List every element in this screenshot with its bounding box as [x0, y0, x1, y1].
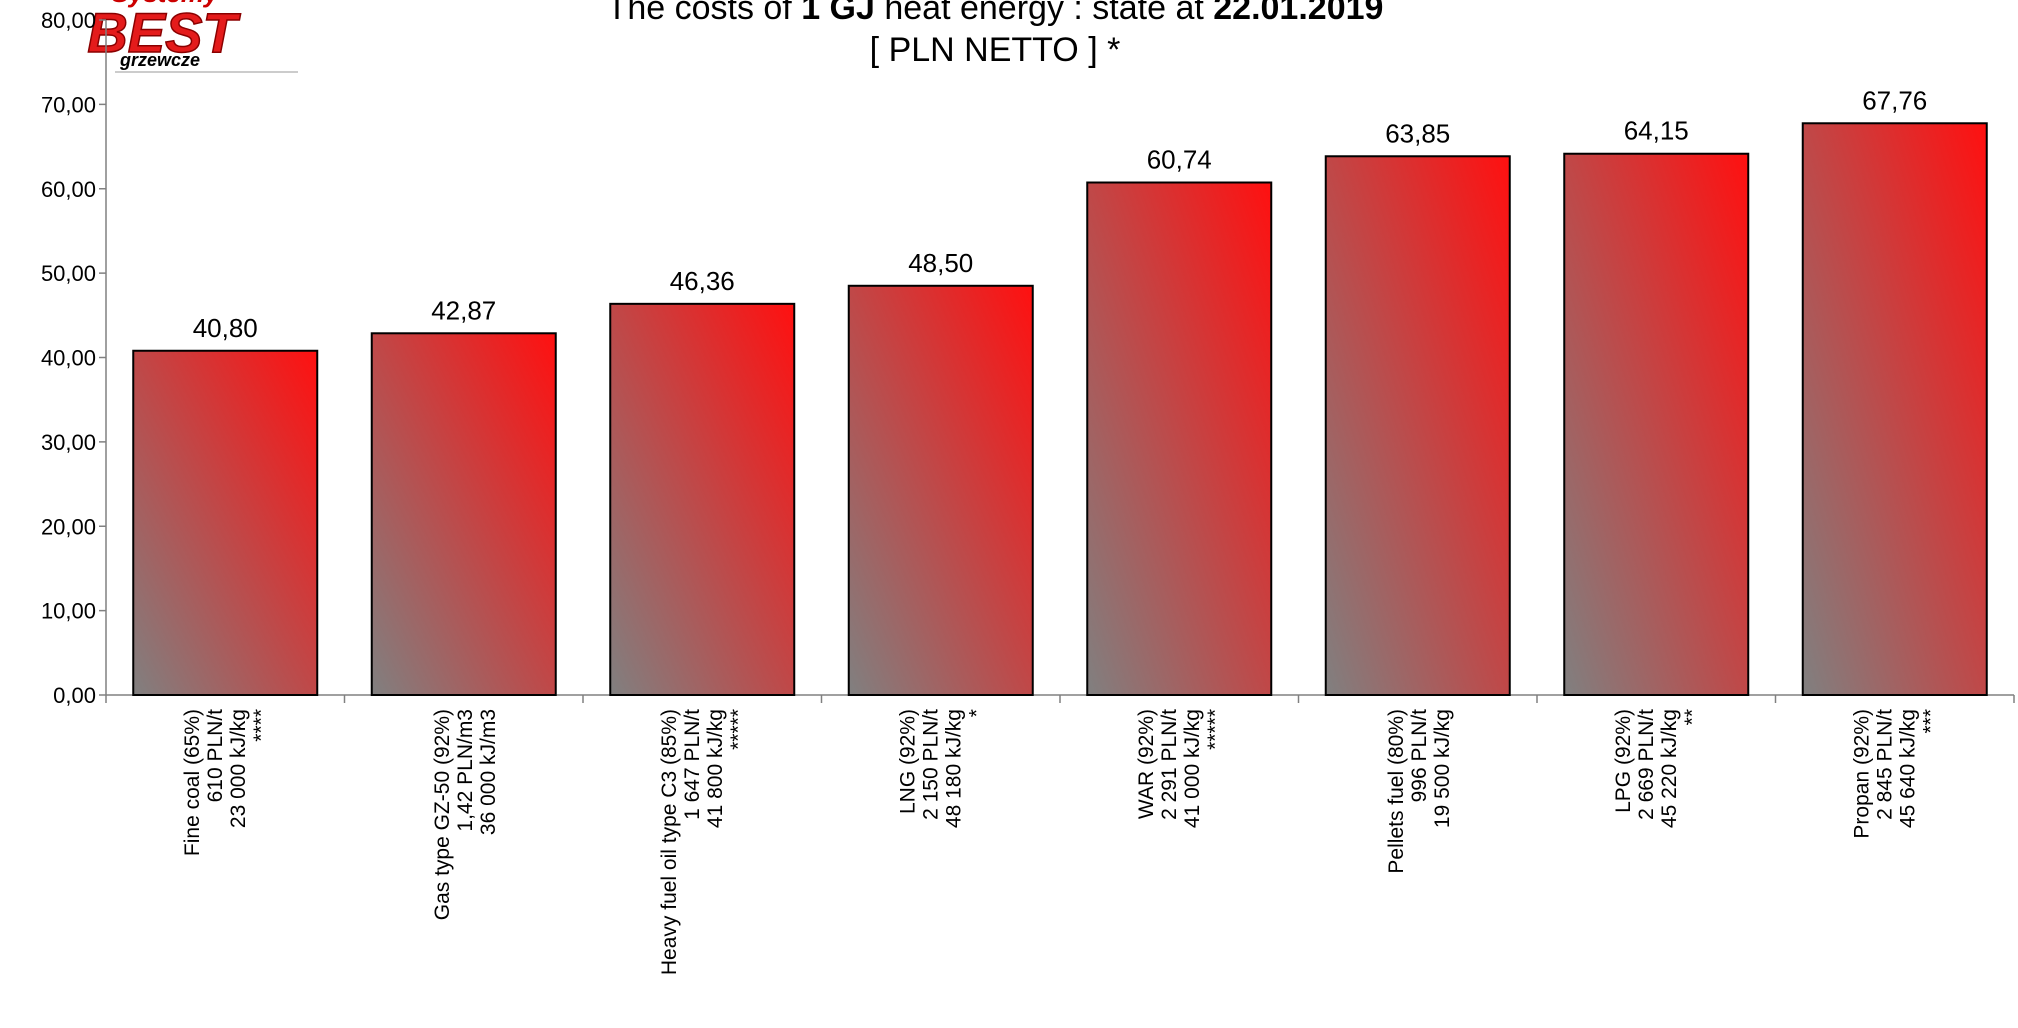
value-label: 46,36	[670, 266, 735, 296]
category-label-line: 996 PLN/t	[1408, 709, 1431, 803]
category-label-line: 36 000 kJ/m3	[477, 709, 500, 835]
category-label-line: ***	[1919, 709, 1942, 734]
bar	[1086, 181, 1273, 697]
value-label: 40,80	[193, 313, 258, 343]
y-tick-label: 10,00	[41, 599, 96, 624]
y-tick-label: 30,00	[41, 430, 96, 455]
title-text-part2: heat energy : state at	[874, 0, 1214, 27]
y-tick-label: 80,00	[41, 8, 96, 33]
y-axis: 0,00 10,00 20,00 30,00 40,00 50,00 60,00 70,00 8…	[41, 8, 107, 708]
category-label: Gas type GZ-50 (92%) 1,42 PLN/m3 36 000 kJ…	[431, 709, 500, 920]
value-label: 42,87	[431, 295, 496, 325]
y-tick-label: 50,00	[41, 261, 96, 286]
chart-title-line1: The costs of 1 GJ heat energy : state at…	[0, 0, 1990, 28]
category-label-line: 2 845 PLN/t	[1873, 709, 1896, 820]
category-label-line: WAR (92%)	[1135, 709, 1158, 819]
title-bold-energy: 1 GJ	[801, 0, 875, 27]
category-label-line: 45 640 kJ/kg	[1896, 709, 1919, 828]
category-label-line: 2 150 PLN/t	[919, 709, 942, 820]
category-label-line: 45 220 kJ/kg	[1658, 709, 1681, 828]
category-label-line: Pellets fuel (80%)	[1385, 709, 1408, 874]
category-label-line: 19 500 kJ/kg	[1431, 709, 1454, 828]
category-label-line: Fine coal (65%)	[181, 709, 204, 856]
category-label: Fine coal (65%) 610 PLN/t 23 000 kJ/kg ****	[181, 709, 273, 856]
bar	[1563, 152, 1750, 696]
category-label-line: Gas type GZ-50 (92%)	[431, 709, 454, 920]
bar	[1324, 155, 1511, 696]
value-labels: 40,80 42,87 46,36 48,50 60,74 63,85 64,15 67,76	[193, 85, 1928, 342]
brand-logo: Systemy BEST grzewcze	[87, 0, 298, 73]
bar	[132, 349, 319, 696]
category-label-line: *****	[727, 709, 750, 750]
chart-title-line2: [ PLN NETTO ] *	[869, 31, 1121, 69]
value-label: 48,50	[908, 248, 973, 278]
title-bold-date: 22.01.2019	[1213, 0, 1384, 27]
category-label: WAR (92%) 2 291 PLN/t 41 000 kJ/kg *****	[1135, 709, 1227, 828]
category-label-line: 41 000 kJ/kg	[1181, 709, 1204, 828]
category-label-line: 1,42 PLN/m3	[454, 709, 477, 832]
bar	[847, 284, 1034, 696]
value-label: 63,85	[1385, 118, 1450, 148]
category-label-line: ****	[250, 709, 273, 742]
category-label: Propan (92%) 2 845 PLN/t 45 640 kJ/kg ***	[1850, 709, 1942, 839]
category-label-line: 610 PLN/t	[204, 709, 227, 803]
category-label-line: LPG (92%)	[1612, 709, 1635, 813]
category-label-line: 2 669 PLN/t	[1635, 709, 1658, 820]
value-label: 60,74	[1147, 145, 1212, 175]
y-tick-label: 70,00	[41, 92, 96, 117]
bars	[132, 122, 1988, 697]
bar	[1801, 122, 1988, 696]
logo-main-text: BEST	[87, 1, 241, 64]
category-label-line: 2 291 PLN/t	[1158, 709, 1181, 820]
category-label-line: **	[1681, 709, 1704, 725]
bar	[370, 332, 557, 696]
category-label: Heavy fuel oil type C3 (85%) 1 647 PLN/t 4…	[658, 709, 750, 975]
category-label: Pellets fuel (80%) 996 PLN/t 19 500 kJ/kg	[1385, 709, 1454, 874]
y-tick-label: 40,00	[41, 346, 96, 371]
category-label: LNG (92%) 2 150 PLN/t 48 180 kJ/kg *	[896, 709, 988, 828]
category-labels: Fine coal (65%) 610 PLN/t 23 000 kJ/kg ****…	[181, 709, 1943, 975]
category-label-line: Heavy fuel oil type C3 (85%)	[658, 709, 681, 975]
logo-top-text: Systemy	[112, 0, 220, 8]
y-tick-label: 60,00	[41, 177, 96, 202]
category-label-line: 23 000 kJ/kg	[227, 709, 250, 828]
category-label-line: Propan (92%)	[1850, 709, 1873, 839]
category-label-line: 48 180 kJ/kg	[942, 709, 965, 828]
category-label: LPG (92%) 2 669 PLN/t 45 220 kJ/kg **	[1612, 709, 1704, 828]
title-text-part1: The costs of	[606, 0, 802, 27]
y-tick-label: 20,00	[41, 514, 96, 539]
y-tick-label: 0,00	[53, 683, 96, 708]
category-label-line: 1 647 PLN/t	[681, 709, 704, 820]
category-label-line: *	[965, 709, 988, 717]
category-label-line: LNG (92%)	[896, 709, 919, 814]
value-label: 64,15	[1624, 116, 1689, 146]
bar	[609, 302, 796, 696]
x-axis	[105, 694, 2015, 703]
logo-bottom-text: grzewcze	[119, 50, 200, 70]
category-label-line: *****	[1204, 709, 1227, 750]
value-label: 67,76	[1862, 85, 1927, 115]
category-label-line: 41 800 kJ/kg	[704, 709, 727, 828]
